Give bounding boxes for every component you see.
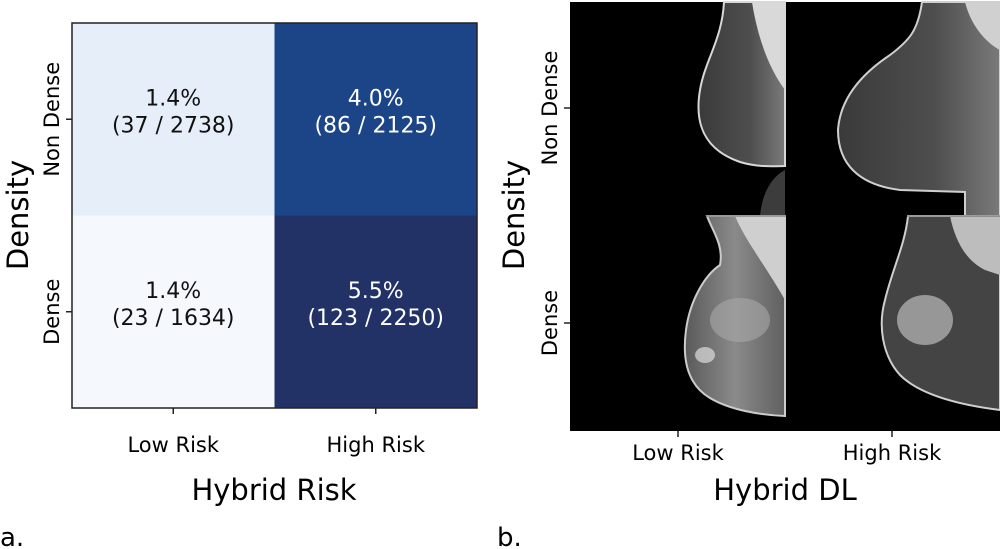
cell-rate-label: 1.4% xyxy=(145,86,201,111)
x-axis-label-b: Hybrid DL xyxy=(713,473,856,507)
y-tick-label: Non Dense xyxy=(40,62,64,177)
panel-label-a: a. xyxy=(0,523,24,549)
heatmap-cell xyxy=(72,215,275,408)
heatmap-cell xyxy=(274,215,477,408)
heatmap-panel: 1.4%(37 / 2738)4.0%(86 / 2125)1.4%(23 / … xyxy=(0,22,478,549)
y-axis-label: Density xyxy=(1,160,35,270)
x-tick-low-risk: Low Risk xyxy=(632,441,724,465)
x-tick-label: High Risk xyxy=(327,433,426,457)
heatmap-cell xyxy=(274,23,477,216)
panel-label-b: b. xyxy=(497,523,522,549)
x-axis-label: Hybrid Risk xyxy=(191,473,356,507)
mammogram-dense-highrisk xyxy=(880,215,1000,412)
heatmap-frame xyxy=(71,22,478,409)
x-tick-label: Low Risk xyxy=(127,433,219,457)
cell-rate-label: 1.4% xyxy=(145,279,201,304)
mammogram-dense-lowrisk xyxy=(683,215,786,418)
y-tick-non-dense: Non Dense xyxy=(538,51,562,166)
cell-count-label: (123 / 2250) xyxy=(307,306,444,331)
mammogram-nondense-highrisk xyxy=(836,0,1000,217)
heatmap-cell xyxy=(72,23,275,216)
y-tick-label: Dense xyxy=(40,279,64,345)
x-tick-high-risk: High Risk xyxy=(843,441,942,465)
cell-count-label: (37 / 2738) xyxy=(112,113,235,138)
cell-count-label: (23 / 1634) xyxy=(112,306,235,331)
cell-rate-label: 5.5% xyxy=(348,279,404,304)
y-tick-dense: Dense xyxy=(538,290,562,356)
mammogram-nondense-lowrisk xyxy=(697,0,786,216)
cell-count-label: (86 / 2125) xyxy=(314,113,437,138)
cell-rate-label: 4.0% xyxy=(348,86,404,111)
mammogram-panel: Low Risk High Risk Non Dense Dense Hybri… xyxy=(497,0,1000,549)
y-axis-label-b: Density xyxy=(497,160,531,270)
